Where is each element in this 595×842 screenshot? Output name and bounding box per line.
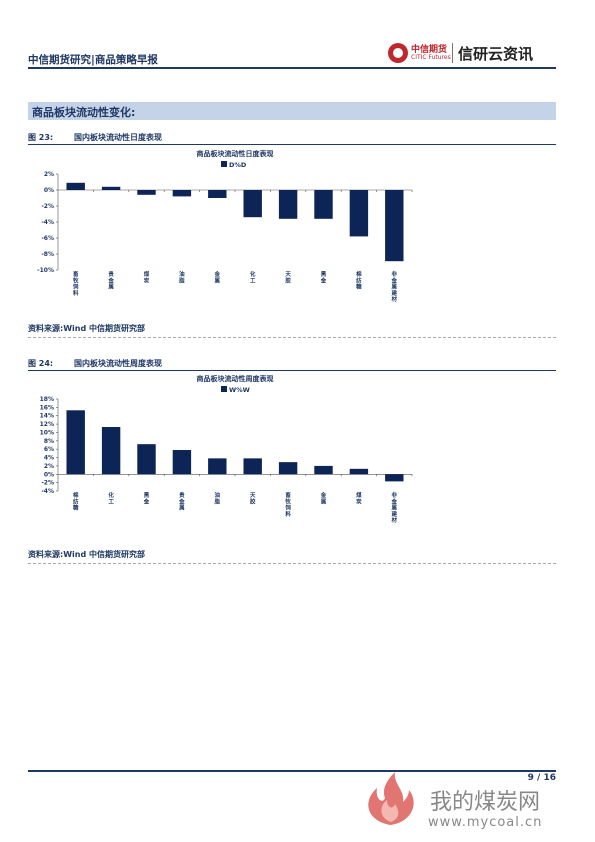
chart-weekly-liquidity: 商品板块流动性周度表现 W%W 18%16% 14%12%10% 8%6% 4%2%0% -… xyxy=(40,374,413,524)
y-tick-label: 10% xyxy=(40,429,54,436)
legend-label: D%D xyxy=(229,161,247,169)
x-tick-label: 棉纺糖 xyxy=(356,270,362,291)
flame-logo-icon xyxy=(368,772,414,825)
bar xyxy=(101,427,121,475)
y-tick-label: -6% xyxy=(41,235,54,242)
y-tick-label: 4% xyxy=(44,455,54,462)
bar xyxy=(385,474,404,482)
x-tick-label: 煤炭 xyxy=(356,491,362,505)
watermark-url: www.mycoal.cn xyxy=(428,815,543,830)
y-tick-label: -8% xyxy=(41,251,54,258)
x-tick-label: 贵金属 xyxy=(107,270,114,291)
legend-swatch xyxy=(221,161,227,167)
bar xyxy=(349,468,369,475)
x-tick-label: 畜牧饲料 xyxy=(284,491,291,518)
page-number: 9 / 16 xyxy=(527,773,556,783)
x-tick-label: 天胶 xyxy=(249,492,256,505)
bar xyxy=(243,190,262,218)
logo-en-text: CITIC Futures xyxy=(411,54,451,61)
logo-divider xyxy=(452,43,453,63)
figure-23-number: 图 23: xyxy=(28,133,54,142)
figure-23-rule xyxy=(28,144,556,145)
x-tick-label: 棉纺糖 xyxy=(73,491,79,512)
x-tick-label: 黑金 xyxy=(320,270,327,284)
y-tick-label: 14% xyxy=(40,413,54,420)
figure-23-separator xyxy=(28,337,556,338)
brand-name: 信研云资讯 xyxy=(458,45,534,63)
bar xyxy=(137,444,156,475)
citic-logo-icon xyxy=(388,43,408,63)
y-tick-label: 0% xyxy=(44,471,54,478)
chart-title: 商品板块流动性周度表现 xyxy=(197,374,274,383)
y-tick-label: -2% xyxy=(41,480,54,487)
chart-daily-liquidity: 商品板块流动性日度表现 D%D 2% 0% -2% -4% -6% -8% -10% 畜牧饲料 贵金… xyxy=(37,149,413,303)
logo-cn-text: 中信期货 xyxy=(411,45,448,55)
figure-24-separator xyxy=(28,563,556,564)
x-tick-label: 金属 xyxy=(214,270,221,284)
bar xyxy=(101,186,121,190)
y-tick-label: 18% xyxy=(40,396,54,403)
bar xyxy=(349,190,369,237)
bar xyxy=(385,190,404,262)
watermark-text: 我的煤炭网 xyxy=(430,790,541,815)
bar xyxy=(243,458,262,475)
bar xyxy=(66,182,85,190)
section-title-bar: 商品板块流动性变化: xyxy=(28,102,556,120)
y-tick-label: 0% xyxy=(44,187,54,194)
bar xyxy=(278,462,298,475)
y-tick-label: -4% xyxy=(41,219,54,226)
figure-24-number: 图 24: xyxy=(28,359,54,368)
y-tick-label: 12% xyxy=(40,421,54,428)
figure-24-rule xyxy=(28,370,556,371)
bar xyxy=(172,450,192,475)
x-tick-label: 黑金 xyxy=(143,491,150,505)
x-tick-label: 非金属建材 xyxy=(391,270,398,303)
chart-title: 商品板块流动性日度表现 xyxy=(197,149,274,158)
bar xyxy=(208,190,227,198)
x-tick-label: 天胶 xyxy=(284,271,291,284)
figure-24-source: 资料来源:Wind 中信期货研究部 xyxy=(28,550,145,559)
y-tick-label: -2% xyxy=(41,203,54,210)
citic-logo: 中信期货 CITIC Futures 信研云资讯 xyxy=(388,41,556,65)
y-tick-label: 16% xyxy=(40,404,54,411)
y-tick-label: 6% xyxy=(44,446,54,453)
x-tick-label: 化工 xyxy=(250,270,256,284)
x-tick-label: 畜牧饲料 xyxy=(72,270,79,297)
bar xyxy=(314,465,333,475)
figure-23-source: 资料来源:Wind 中信期货研究部 xyxy=(28,324,145,333)
x-tick-label: 油脂 xyxy=(214,491,221,505)
bar xyxy=(208,458,227,475)
x-tick-label: 贵金属 xyxy=(178,491,185,512)
bar xyxy=(314,190,333,219)
x-tick-label: 煤炭 xyxy=(144,270,150,284)
legend-label: W%W xyxy=(229,386,250,394)
y-tick-label: 2% xyxy=(44,463,54,470)
footer-rule xyxy=(28,770,556,772)
report-header-title: 中信期货研究|商品策略早报 xyxy=(28,54,158,66)
x-tick-label: 金属 xyxy=(320,491,327,505)
legend-swatch xyxy=(221,386,227,392)
x-tick-label: 油脂 xyxy=(178,270,185,284)
figure-24-caption: 国内板块流动性周度表现 xyxy=(74,359,162,368)
x-tick-label: 化工 xyxy=(108,491,114,505)
y-tick-label: -10% xyxy=(37,267,54,274)
bar xyxy=(66,410,85,475)
y-tick-label: 8% xyxy=(44,438,54,445)
header-rule xyxy=(28,67,556,69)
figure-23-caption: 国内板块流动性日度表现 xyxy=(74,133,162,142)
section-title: 商品板块流动性变化: xyxy=(32,106,136,119)
bar xyxy=(137,190,156,195)
bar xyxy=(172,190,192,197)
y-tick-label: -4% xyxy=(41,488,54,495)
x-tick-label: 非金属建材 xyxy=(391,491,398,524)
y-tick-label: 2% xyxy=(44,171,54,178)
bar xyxy=(278,190,298,219)
